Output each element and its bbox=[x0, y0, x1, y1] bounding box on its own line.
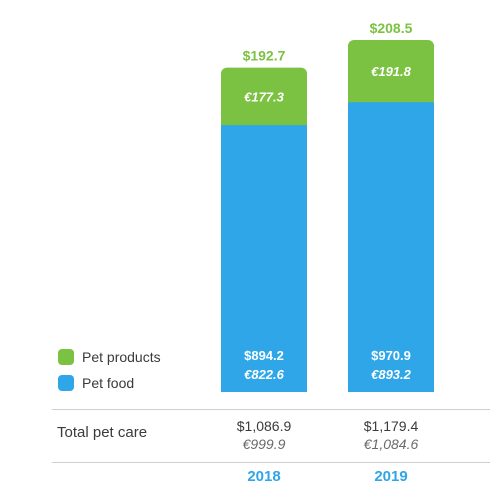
total-pet-care-label: Total pet care bbox=[57, 424, 148, 441]
legend-swatch-pet-products bbox=[58, 349, 74, 365]
bar-pet-products-2018 bbox=[221, 67, 307, 132]
legend: Pet products Pet food bbox=[58, 344, 161, 396]
legend-item-pet-products: Pet products bbox=[58, 344, 161, 370]
label-pet-food-usd-2019: $970.9 bbox=[371, 348, 411, 363]
divider-bottom bbox=[52, 462, 490, 463]
legend-item-pet-food: Pet food bbox=[58, 370, 161, 396]
bar-pet-food-2018 bbox=[221, 125, 307, 393]
total-usd-2019: $1,179.4 bbox=[363, 418, 419, 434]
label-pet-products-eur-2018: €177.3 bbox=[244, 89, 285, 104]
legend-swatch-pet-food bbox=[58, 375, 74, 391]
label-pet-products-usd-2019: $208.5 bbox=[370, 20, 413, 36]
year-label-2019: 2019 bbox=[374, 468, 408, 485]
total-eur-2018: €999.9 bbox=[242, 436, 286, 452]
legend-label-pet-products: Pet products bbox=[82, 349, 161, 365]
bar-pet-food-2019 bbox=[348, 102, 434, 393]
year-label-2018: 2018 bbox=[247, 468, 281, 485]
label-pet-products-usd-2018: $192.7 bbox=[243, 48, 286, 64]
total-usd-2018: $1,086.9 bbox=[236, 418, 292, 434]
legend-label-pet-food: Pet food bbox=[82, 375, 135, 391]
divider-top bbox=[52, 409, 490, 410]
label-pet-food-eur-2019: €893.2 bbox=[371, 367, 412, 382]
label-pet-food-usd-2018: $894.2 bbox=[244, 348, 284, 363]
label-pet-food-eur-2018: €822.6 bbox=[244, 367, 285, 382]
total-eur-2019: €1,084.6 bbox=[363, 436, 419, 452]
bar-pet-products-2019 bbox=[348, 40, 434, 109]
label-pet-products-eur-2019: €191.8 bbox=[371, 64, 412, 79]
